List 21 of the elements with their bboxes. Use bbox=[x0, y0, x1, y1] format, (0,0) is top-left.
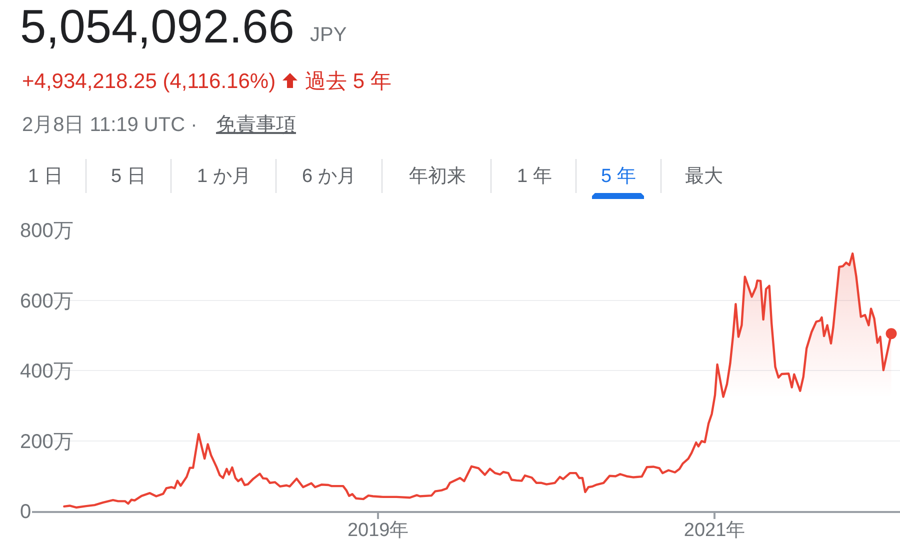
x-tick-label: 2019年 bbox=[347, 520, 409, 541]
text: 5 日 bbox=[111, 166, 146, 187]
text: 1 年 bbox=[517, 166, 552, 187]
text: 6 か月 bbox=[302, 166, 356, 187]
text: 免責事項 bbox=[216, 114, 296, 136]
text: 最大 bbox=[685, 166, 723, 187]
text: 過去 5 年 bbox=[305, 70, 392, 93]
y-tick-label: 600万 bbox=[20, 290, 74, 312]
x-tick-label: 2021年 bbox=[684, 520, 746, 541]
text: 1 日 bbox=[28, 166, 63, 187]
text: +4,934,218.25 (4,116.16%) bbox=[22, 70, 276, 93]
text: 5 年 bbox=[601, 166, 636, 187]
y-tick-label: 400万 bbox=[20, 360, 74, 382]
chart-subtitle: 2月8日 11:19 UTC · bbox=[22, 114, 198, 136]
text: 年初来 bbox=[409, 165, 466, 187]
y-tick-label: 200万 bbox=[20, 430, 74, 453]
y-tick-label: 800万 bbox=[20, 220, 74, 242]
chart-title: 5,054,092.66 bbox=[20, 0, 294, 52]
y-tick-label: 0 bbox=[20, 501, 32, 523]
text: JPY bbox=[310, 24, 347, 46]
text: 1 か月 bbox=[197, 166, 251, 187]
